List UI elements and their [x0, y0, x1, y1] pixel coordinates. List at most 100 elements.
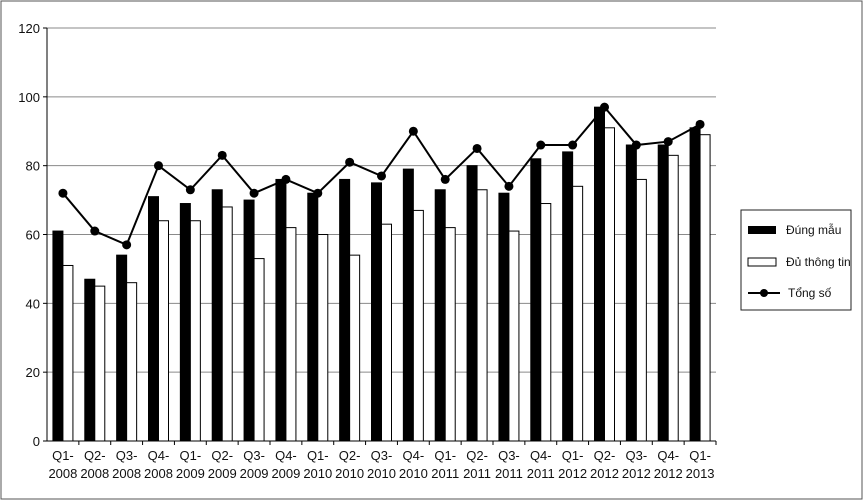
bar-du-thong-tin: [412, 209, 424, 442]
bar-du-thong-tin: [604, 127, 615, 442]
x-tick-label-year: 2008: [112, 466, 141, 481]
bar-dung-mau: [562, 151, 574, 442]
x-tick-label-quarter: Q1-: [689, 448, 711, 463]
bar-du-thong-tin: [699, 134, 711, 442]
y-tick-label: 100: [18, 90, 40, 105]
bar-du-thong-tin: [189, 220, 201, 442]
point-tong-so: [313, 188, 323, 198]
bar-du-thong-tin: [158, 220, 169, 442]
x-tick-label-quarter: Q1-: [180, 448, 202, 463]
bars: [52, 106, 711, 442]
x-tick-label-year: 2012: [622, 466, 651, 481]
bar-dung-mau: [307, 192, 319, 442]
x-tick-label-year: 2009: [240, 466, 269, 481]
bar-du-thong-tin: [317, 234, 329, 442]
point-tong-so: [440, 174, 450, 184]
point-tong-so: [249, 188, 259, 198]
x-tick-label-year: 2008: [48, 466, 77, 481]
x-tick-label-year: 2010: [303, 466, 332, 481]
point-tong-so: [536, 140, 546, 150]
point-tong-so: [600, 102, 609, 112]
point-tong-so: [568, 140, 578, 150]
bar-dung-mau: [52, 230, 64, 442]
y-tick-label: 40: [26, 296, 40, 311]
legend-label-du-thong-tin: Đủ thông tin: [786, 255, 851, 269]
bar-du-thong-tin: [444, 227, 456, 442]
x-tick-label-year: 2008: [80, 466, 109, 481]
bar-du-thong-tin: [94, 285, 106, 442]
x-tick-label-quarter: Q4-: [148, 448, 170, 463]
x-tick-label-year: 2011: [495, 466, 523, 481]
x-tick-label-year: 2012: [558, 466, 587, 481]
bar-dung-mau: [689, 127, 701, 442]
bar-dung-mau: [339, 178, 351, 442]
point-tong-so: [377, 171, 386, 181]
bar-dung-mau: [530, 158, 542, 442]
x-tick-label-quarter: Q4-: [275, 448, 297, 463]
x-axis-ticks: Q1- 2008 Q2- 2008 Q3- 2008 Q4- 2008 Q1- 2009 Q2- 20…: [48, 441, 717, 481]
point-tong-so: [631, 140, 641, 150]
x-tick-label-quarter: Q2-: [339, 448, 361, 463]
x-tick-label-quarter: Q3-: [626, 448, 648, 463]
bar-dung-mau: [275, 178, 287, 442]
bar-dung-mau: [402, 168, 414, 442]
y-tick-label: 20: [26, 365, 40, 380]
y-axis-ticks: 0 20 40 60 80 100 120: [18, 21, 47, 449]
point-tong-so: [122, 240, 132, 250]
point-tong-so: [217, 150, 227, 160]
legend-swatch-tong-so-marker: [760, 289, 768, 297]
x-tick-label-quarter: Q2-: [594, 448, 616, 463]
x-tick-label-year: 2012: [590, 466, 619, 481]
bar-du-thong-tin: [635, 178, 647, 442]
x-tick-label-quarter: Q1-: [562, 448, 584, 463]
x-tick-label-quarter: Q4-: [657, 448, 679, 463]
bar-du-thong-tin: [667, 154, 679, 442]
x-tick-label-quarter: Q4-: [403, 448, 425, 463]
bar-du-thong-tin: [126, 282, 138, 442]
bar-dung-mau: [657, 144, 669, 442]
x-tick-label-quarter: Q3-: [498, 448, 520, 463]
legend-label-tong-so: Tổng số: [788, 286, 832, 300]
x-tick-label-year: 2009: [271, 466, 300, 481]
point-tong-so: [58, 188, 68, 198]
x-tick-label-quarter: Q3-: [243, 448, 265, 463]
bar-du-thong-tin: [572, 185, 584, 442]
bar-dung-mau: [625, 144, 637, 442]
axes: [46, 28, 716, 442]
legend-swatch-du-thong-tin: [747, 257, 777, 267]
x-tick-label-year: 2008: [144, 466, 173, 481]
bar-dung-mau: [148, 196, 159, 442]
x-tick-label-quarter: Q1-: [52, 448, 74, 463]
bar-du-thong-tin: [540, 203, 552, 442]
bar-dung-mau: [84, 278, 96, 442]
x-tick-label-year: 2009: [176, 466, 205, 481]
bar-dung-mau: [116, 254, 128, 442]
bar-dung-mau: [179, 203, 191, 442]
bar-du-thong-tin: [285, 227, 297, 442]
point-tong-so: [154, 161, 163, 171]
x-tick-label-quarter: Q3-: [116, 448, 138, 463]
point-tong-so: [281, 174, 291, 184]
x-tick-label-quarter: Q1-: [307, 448, 329, 463]
bar-dung-mau: [498, 192, 510, 442]
point-tong-so: [90, 226, 100, 236]
bar-du-thong-tin: [476, 189, 488, 442]
x-tick-label-quarter: Q2-: [211, 448, 233, 463]
legend-label-dung-mau: Đúng mẫu: [786, 222, 841, 237]
x-tick-label-year: 2012: [654, 466, 683, 481]
bar-dung-mau: [211, 189, 223, 442]
bar-dung-mau: [243, 199, 255, 442]
bar-dung-mau: [466, 165, 478, 442]
x-tick-label-year: 2011: [527, 466, 555, 481]
x-tick-label-quarter: Q2-: [466, 448, 488, 463]
x-tick-label-year: 2011: [463, 466, 491, 481]
total-line: [58, 102, 705, 250]
bar-du-thong-tin: [381, 223, 392, 442]
bar-du-thong-tin: [508, 230, 520, 442]
bar-du-thong-tin: [349, 254, 361, 442]
bar-du-thong-tin: [221, 206, 233, 442]
x-tick-label-year: 2010: [335, 466, 364, 481]
bar-dung-mau: [434, 189, 446, 442]
